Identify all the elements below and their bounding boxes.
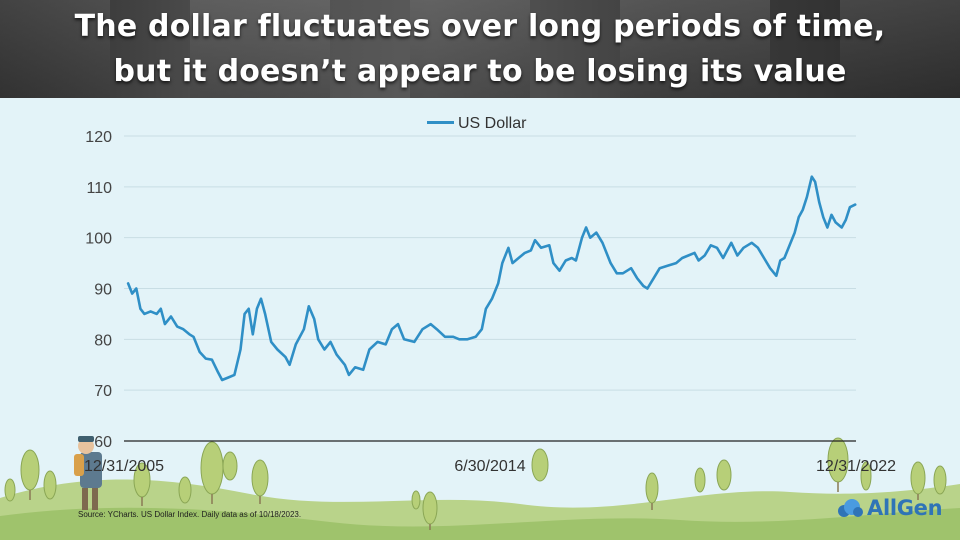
- header-banner: [0, 0, 960, 98]
- allgen-logo: AllGen: [836, 496, 943, 520]
- photo-strip: [840, 0, 960, 98]
- y-tick-label: 90: [94, 282, 112, 299]
- title-line-2: but it doesn’t appear to be losing its v…: [113, 54, 847, 89]
- photo-strip: [0, 0, 110, 98]
- x-tick-label: 12/31/2005: [84, 458, 164, 475]
- photo-strip: [190, 0, 330, 98]
- y-tick-label: 70: [94, 383, 112, 400]
- hiker-figure: [74, 436, 102, 510]
- y-tick-label: 80: [94, 332, 112, 349]
- title-line-1: The dollar fluctuates over long periods …: [74, 9, 886, 44]
- y-axis: 60 70 80 90 100 110 120: [85, 129, 112, 451]
- y-tick-label: 120: [85, 129, 112, 146]
- logo-text: AllGen: [867, 496, 943, 520]
- grid: [124, 135, 856, 391]
- series-line-us-dollar: [126, 175, 857, 382]
- page-title: The dollar fluctuates over long periods …: [0, 4, 960, 94]
- legend-label: US Dollar: [458, 115, 527, 132]
- x-tick-label: 6/30/2014: [454, 458, 525, 475]
- source-note: Source: YCharts. US Dollar Index. Daily …: [78, 510, 302, 519]
- y-tick-label: 110: [86, 180, 112, 197]
- y-tick-label: 60: [94, 434, 112, 451]
- x-axis: 12/31/2005 6/30/2014 12/31/2022: [84, 440, 896, 475]
- landscape-illustration: [0, 437, 960, 540]
- legend: US Dollar: [427, 115, 527, 132]
- cloud-icon: [838, 499, 863, 517]
- y-tick-label: 100: [85, 231, 112, 248]
- photo-strip: [620, 0, 770, 98]
- x-tick-label: 12/31/2022: [816, 458, 896, 475]
- photo-strip: [410, 0, 530, 98]
